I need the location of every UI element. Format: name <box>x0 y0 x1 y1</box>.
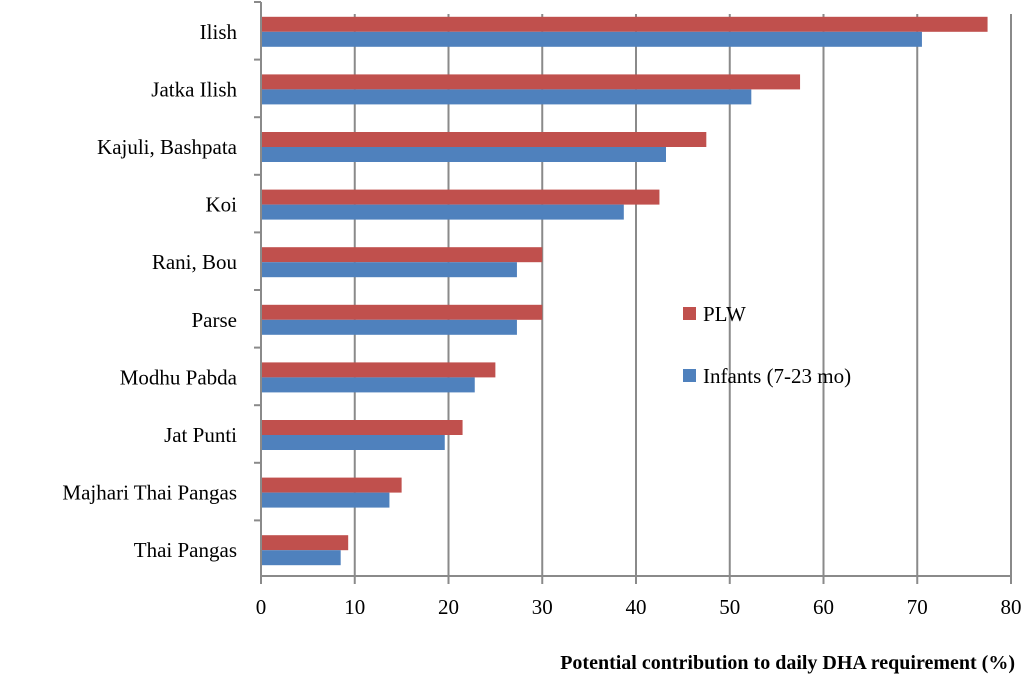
x-tick-label: 70 <box>907 595 928 619</box>
x-tick-label: 10 <box>344 595 365 619</box>
gridlines <box>353 14 1012 576</box>
axes <box>254 1 1012 584</box>
x-tick-label: 80 <box>1001 595 1022 619</box>
bar-infants <box>261 492 390 508</box>
category-label: Jat Punti <box>164 423 237 447</box>
legend: PLW Infants (7-23 mo) <box>683 302 851 388</box>
bar-infants <box>261 147 666 162</box>
category-label: Modhu Pabda <box>120 365 238 389</box>
bar-plw <box>261 16 988 32</box>
bar-plw <box>261 420 463 435</box>
bars <box>261 16 988 566</box>
bar-plw <box>261 535 349 551</box>
bar-infants <box>261 377 475 393</box>
category-label: Jatka Ilish <box>151 77 237 101</box>
legend-swatch-infants <box>683 369 696 382</box>
x-tick-label: 20 <box>438 595 459 619</box>
bar-plw <box>261 132 707 147</box>
category-label: Majhari Thai Pangas <box>62 481 237 505</box>
legend-label-infants: Infants (7-23 mo) <box>703 364 851 388</box>
x-tick-label: 30 <box>532 595 553 619</box>
x-tick-label: 60 <box>813 595 834 619</box>
x-tick-label: 0 <box>256 595 267 619</box>
category-label: Kajuli, Bashpata <box>97 135 238 159</box>
bar-infants <box>261 89 752 105</box>
bar-plw <box>261 247 543 263</box>
bar-plw <box>261 477 402 493</box>
bar-plw <box>261 362 496 378</box>
category-label: Koi <box>206 193 238 217</box>
category-label: Parse <box>192 308 238 332</box>
category-label: Rani, Bou <box>152 250 238 274</box>
bar-infants <box>261 31 922 47</box>
x-axis-title: Potential contribution to daily DHA requ… <box>560 652 1015 674</box>
category-label: Ilish <box>200 20 238 44</box>
bar-plw <box>261 189 660 205</box>
bar-infants <box>261 319 517 335</box>
legend-label-plw: PLW <box>703 302 746 326</box>
bar-plw <box>261 304 543 320</box>
x-tick-label: 40 <box>626 595 647 619</box>
tick-labels: 0 10 20 30 40 50 60 70 80 <box>256 595 1022 619</box>
bar-infants <box>261 262 517 278</box>
bar-infants <box>261 435 445 450</box>
x-tick-label: 50 <box>719 595 740 619</box>
category-labels: Ilish Jatka Ilish Kajuli, Bashpata Koi Rani,… <box>62 20 237 562</box>
bar-plw <box>261 74 801 90</box>
category-label: Thai Pangas <box>134 538 237 562</box>
legend-swatch-plw <box>683 307 696 320</box>
bar-infants <box>261 204 624 220</box>
bar-infants <box>261 550 341 566</box>
